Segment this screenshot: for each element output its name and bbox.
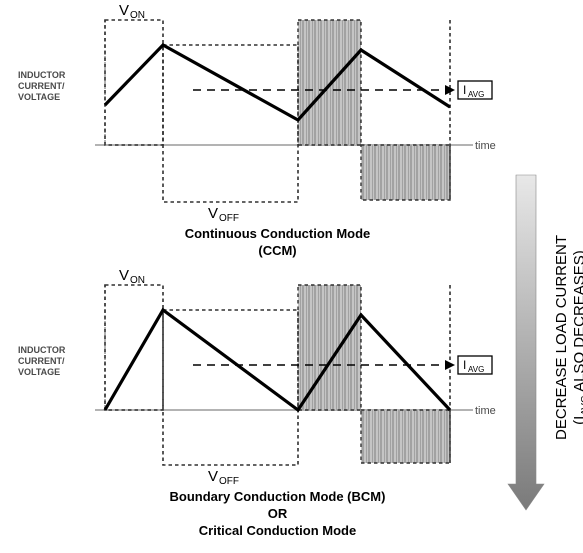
svg-text:Boundary Conduction Mode (BCM): Boundary Conduction Mode (BCM) <box>170 489 386 504</box>
svg-text:DECREASE LOAD CURRENT: DECREASE LOAD CURRENT <box>553 235 570 440</box>
svg-text:OFF: OFF <box>219 476 239 487</box>
svg-text:INDUCTOR: INDUCTOR <box>18 70 66 80</box>
svg-text:OFF: OFF <box>219 213 239 224</box>
svg-text:time: time <box>475 405 496 417</box>
svg-text:Critical Conduction Mode: Critical Conduction Mode <box>199 523 356 538</box>
svg-text:VOLTAGE: VOLTAGE <box>18 367 60 377</box>
svg-text:I: I <box>463 83 466 97</box>
svg-text:time: time <box>475 140 496 152</box>
svg-text:VOLTAGE: VOLTAGE <box>18 92 60 102</box>
svg-text:CURRENT/: CURRENT/ <box>18 356 65 366</box>
svg-text:CURRENT/: CURRENT/ <box>18 81 65 91</box>
svg-text:V: V <box>208 468 218 485</box>
svg-text:ON: ON <box>130 275 145 286</box>
svg-text:I: I <box>463 358 466 372</box>
svg-text:OR: OR <box>268 506 288 521</box>
main-svg: IAVGVONVOFFtimeINDUCTORCURRENT/VOLTAGECo… <box>0 0 583 553</box>
svg-text:AVG: AVG <box>468 90 484 99</box>
svg-text:V: V <box>208 205 218 222</box>
svg-text:(IAVG ALSO DECREASES): (IAVG ALSO DECREASES) <box>571 250 583 425</box>
svg-text:AVG: AVG <box>468 365 484 374</box>
svg-text:V: V <box>119 267 129 284</box>
diagram-container: IAVGVONVOFFtimeINDUCTORCURRENT/VOLTAGECo… <box>0 0 583 553</box>
svg-text:(CCM): (CCM) <box>258 243 296 258</box>
svg-text:ON: ON <box>130 10 145 21</box>
svg-text:V: V <box>119 2 129 19</box>
svg-text:INDUCTOR: INDUCTOR <box>18 345 66 355</box>
svg-text:Continuous Conduction Mode: Continuous Conduction Mode <box>185 226 371 241</box>
